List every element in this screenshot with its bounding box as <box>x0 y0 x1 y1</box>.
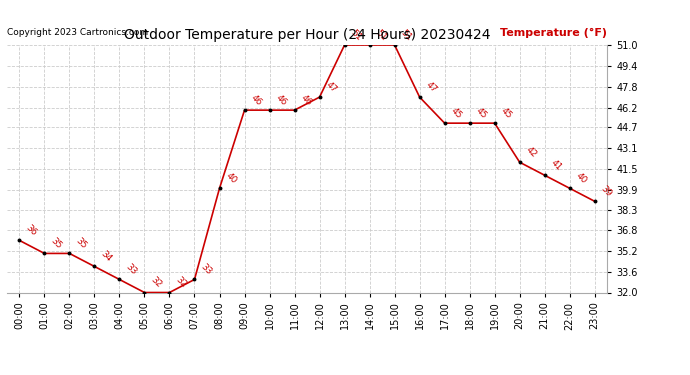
Text: 39: 39 <box>599 184 613 198</box>
Text: 51: 51 <box>348 28 363 42</box>
Text: 51: 51 <box>399 28 413 42</box>
Text: 40: 40 <box>224 171 238 186</box>
Text: 51: 51 <box>374 28 388 42</box>
Text: 40: 40 <box>574 171 589 186</box>
Point <box>589 198 600 204</box>
Text: 33: 33 <box>124 262 138 277</box>
Point <box>39 251 50 257</box>
Point <box>239 107 250 113</box>
Point <box>389 42 400 48</box>
Text: 42: 42 <box>524 145 538 159</box>
Point <box>364 42 375 48</box>
Text: 33: 33 <box>199 262 213 277</box>
Point <box>114 276 125 282</box>
Point <box>164 290 175 296</box>
Point <box>439 120 450 126</box>
Text: 32: 32 <box>174 275 188 290</box>
Text: Temperature (°F): Temperature (°F) <box>500 28 607 38</box>
Text: 46: 46 <box>248 93 263 107</box>
Point <box>464 120 475 126</box>
Text: 47: 47 <box>324 80 338 94</box>
Point <box>189 276 200 282</box>
Point <box>214 185 225 191</box>
Point <box>264 107 275 113</box>
Point <box>514 159 525 165</box>
Text: 46: 46 <box>274 93 288 107</box>
Point <box>314 94 325 100</box>
Text: 47: 47 <box>424 80 438 94</box>
Point <box>414 94 425 100</box>
Point <box>289 107 300 113</box>
Point <box>64 251 75 257</box>
Text: 34: 34 <box>99 249 113 264</box>
Point <box>489 120 500 126</box>
Title: Outdoor Temperature per Hour (24 Hours) 20230424: Outdoor Temperature per Hour (24 Hours) … <box>124 28 491 42</box>
Point <box>14 237 25 243</box>
Text: 45: 45 <box>448 106 463 120</box>
Point <box>139 290 150 296</box>
Text: 35: 35 <box>74 236 88 250</box>
Text: Copyright 2023 Cartronics.com: Copyright 2023 Cartronics.com <box>7 28 148 37</box>
Point <box>539 172 550 178</box>
Text: 35: 35 <box>48 236 63 250</box>
Text: 32: 32 <box>148 275 163 290</box>
Text: 45: 45 <box>474 106 489 120</box>
Point <box>339 42 350 48</box>
Text: 46: 46 <box>299 93 313 107</box>
Point <box>89 264 100 270</box>
Point <box>564 185 575 191</box>
Text: 36: 36 <box>23 223 38 238</box>
Text: 45: 45 <box>499 106 513 120</box>
Text: 41: 41 <box>549 158 563 172</box>
